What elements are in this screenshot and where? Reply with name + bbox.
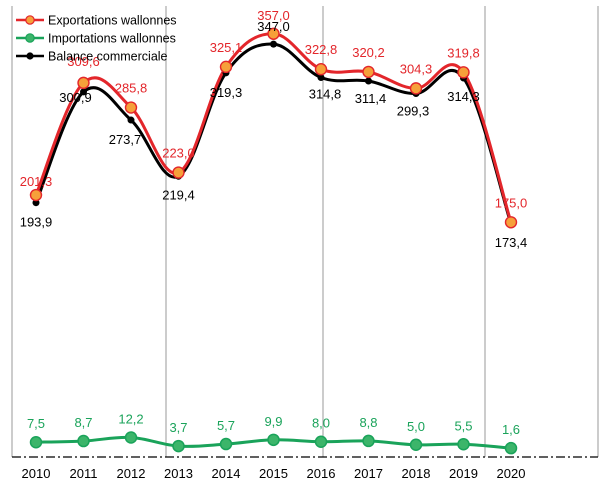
data-label-balance: 219,4: [162, 187, 195, 202]
data-label-importations: 8,7: [74, 415, 92, 430]
point-importations: [173, 441, 184, 452]
data-label-exportations: 319,8: [447, 45, 480, 60]
point-balance: [270, 41, 277, 48]
data-label-importations: 1,6: [502, 422, 520, 437]
x-tick-label: 2020: [497, 466, 526, 481]
data-label-importations: 8,8: [359, 415, 377, 430]
data-label-exportations: 175,0: [495, 195, 528, 210]
data-label-exportations: 285,8: [115, 81, 148, 96]
vertical-separators: [12, 6, 598, 457]
data-labels: 7,5 8,7 12,2 3,7 5,7 9,9 8,0 8,8 5,0 5,5 1,6 201,3 3…: [20, 8, 528, 437]
point-balance: [128, 117, 135, 124]
data-label-balance: 314,8: [309, 86, 342, 101]
x-tick-label: 2013: [164, 466, 193, 481]
data-label-importations: 3,7: [169, 420, 187, 435]
x-tick-label: 2010: [22, 466, 51, 481]
line-chart: 2010 2011 2012 2013 2014 2015 2016 2017 2018 2019…: [0, 0, 610, 493]
data-label-importations: 12,2: [118, 412, 143, 427]
legend-swatch-marker: [27, 53, 33, 59]
legend-label: Exportations wallonnes: [48, 14, 177, 28]
point-exportations: [506, 217, 517, 228]
point-exportations: [458, 67, 469, 78]
x-tick-label: 2019: [449, 466, 478, 481]
legend-label: Importations wallonnes: [48, 32, 176, 46]
x-tick-label: 2011: [70, 466, 98, 481]
data-label-exportations: 223,0: [162, 146, 195, 161]
point-importations: [363, 435, 374, 446]
point-balance: [365, 78, 372, 85]
legend-swatch-marker: [26, 16, 34, 24]
x-tick-label: 2016: [307, 466, 336, 481]
point-exportations: [126, 102, 137, 113]
data-label-balance: 311,4: [355, 91, 387, 106]
x-axis: 2010 2011 2012 2013 2014 2015 2016 2017 2018 2019…: [12, 457, 598, 481]
data-label-importations: 9,9: [264, 414, 282, 429]
point-exportations: [363, 66, 374, 77]
data-label-balance: 173,4: [495, 235, 528, 250]
legend: Exportations wallonnes Importations wallo…: [16, 14, 177, 64]
data-label-balance: 314,3: [447, 89, 480, 104]
point-importations: [458, 439, 469, 450]
point-importations: [411, 439, 422, 450]
data-label-importations: 5,7: [217, 418, 235, 433]
point-importations: [31, 437, 42, 448]
data-label-balance: 193,9: [20, 215, 53, 230]
data-label-balance: 319,3: [210, 85, 243, 100]
data-label-exportations: 320,2: [352, 45, 385, 60]
data-label-importations: 5,5: [454, 418, 472, 433]
data-label-exportations: 325,1: [210, 40, 243, 55]
point-importations: [506, 443, 517, 454]
data-label-importations: 8,0: [312, 416, 330, 431]
data-label-exportations: 201,3: [20, 174, 53, 189]
x-tick-label: 2014: [212, 466, 241, 481]
series-layer: [31, 28, 517, 453]
point-exportations: [78, 77, 89, 88]
point-exportations: [411, 83, 422, 94]
data-label-exportations: 322,8: [305, 42, 338, 57]
point-importations: [126, 432, 137, 443]
x-tick-label: 2012: [117, 466, 146, 481]
point-importations: [221, 439, 232, 450]
point-importations: [268, 434, 279, 445]
point-exportations: [173, 167, 184, 178]
point-importations: [78, 436, 89, 447]
data-label-importations: 7,5: [27, 416, 45, 431]
data-label-balance: 300,9: [59, 90, 92, 105]
legend-label: Balance commerciale: [48, 50, 168, 64]
point-exportations: [316, 64, 327, 75]
legend-swatch-marker: [26, 34, 34, 42]
point-exportations: [31, 190, 42, 201]
point-importations: [316, 436, 327, 447]
data-label-balance: 347,0: [257, 19, 290, 34]
data-label-importations: 5,0: [407, 419, 425, 434]
data-label-balance: 299,3: [397, 104, 430, 119]
x-tick-label: 2017: [354, 466, 383, 481]
x-tick-label: 2015: [259, 466, 288, 481]
data-label-balance: 273,7: [109, 132, 142, 147]
point-exportations: [221, 61, 232, 72]
x-tick-label: 2018: [402, 466, 431, 481]
data-label-exportations: 304,3: [400, 61, 433, 76]
